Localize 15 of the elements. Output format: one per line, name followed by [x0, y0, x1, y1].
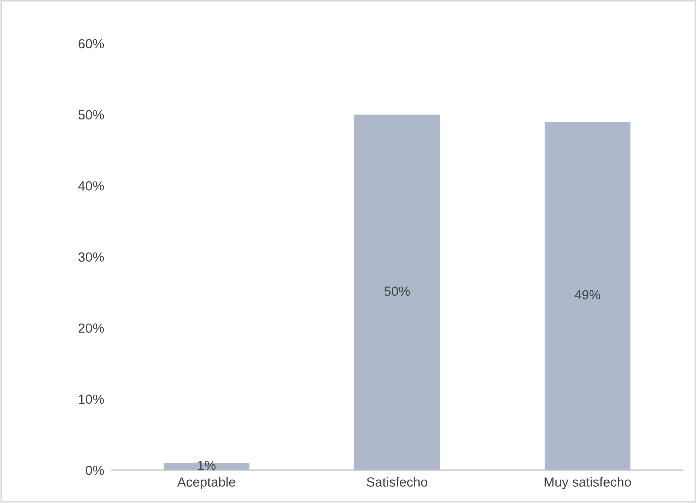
y-tick-label: 40% [78, 182, 104, 191]
y-tick-label: 20% [78, 324, 104, 334]
bar [354, 114, 440, 470]
y-tick-label: 30% [78, 252, 104, 262]
y-tick-label: 10% [79, 394, 104, 404]
y-tick-label: 60% [78, 39, 104, 49]
y-tick-label: 50% [78, 110, 104, 120]
bar [544, 122, 631, 470]
x-tick-label: Satisfecho [367, 477, 428, 487]
x-tick-label: Muy satisfecho [544, 477, 632, 490]
data-label: 50% [384, 286, 410, 296]
data-label: 49% [574, 290, 601, 300]
x-tick-label: Aceptable [177, 477, 236, 490]
data-label: 1% [198, 461, 216, 470]
y-tick-label: 0% [86, 466, 104, 476]
